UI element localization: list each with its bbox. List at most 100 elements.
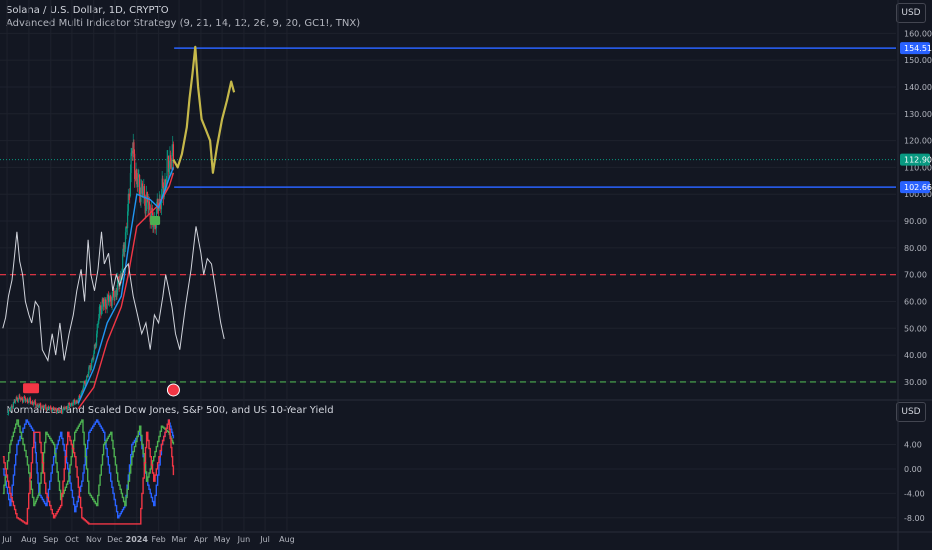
candle-body [131,150,133,153]
candle-body [76,400,78,403]
candle-body [38,406,40,408]
x-tick-label: May [214,535,231,544]
candle-body [57,409,59,413]
y-tick-label: 80.00 [904,244,927,253]
candle-body [100,309,103,315]
candle-body [29,398,31,400]
candle-body [21,397,23,399]
candle-body [158,209,160,211]
candle-body [23,396,25,401]
candle-body [106,297,108,309]
candle-body [155,226,157,229]
candle-body [63,407,65,410]
candle-body [137,176,139,188]
candle-body [71,403,73,406]
candle-body [143,186,146,199]
candle-body [117,276,120,279]
x-tick-label: Aug [21,535,37,544]
candle-body [24,398,26,402]
candle-body [15,397,17,401]
candle-body [140,186,142,202]
candle-body [102,299,104,303]
candle-body [48,407,50,410]
candle-body [114,292,116,301]
candle-body [160,196,163,210]
resistance-price-tag: 154.51 [904,44,932,53]
candle-body [159,198,161,201]
candle-body [95,345,97,347]
candle-body [22,400,24,403]
candle-body [101,299,103,310]
candle-body [134,178,136,180]
resistance-tag-bg [900,42,930,55]
candle-body [103,301,105,307]
candle-body [74,400,76,404]
candle-body [42,405,44,408]
x-tick-label: Dec [107,535,122,544]
candle-body [67,406,69,410]
candle-body [143,186,145,194]
candle-body [148,201,151,206]
candle-body [150,207,153,222]
candle-body [81,390,84,392]
currency-button-sub[interactable]: USD [896,402,926,422]
candle-body [76,402,79,404]
candle-body [164,180,166,188]
candle-body [64,409,66,410]
rsi-line [2,226,225,363]
sp500-line [2,419,175,507]
buy-signal-marker [150,216,161,226]
currency-button-main[interactable]: USD [896,3,926,23]
y-tick-label: 110.00 [904,163,932,172]
x-tick-label: Jun [237,535,251,544]
candle-body [58,409,60,412]
candle-body [132,142,134,154]
candle-body [88,365,91,368]
candle-body [33,400,36,403]
candle-body [70,403,72,405]
candle-body [46,407,48,411]
candle-body [17,398,19,402]
candle-body [171,152,173,168]
candle-body [14,400,16,403]
candle-body [19,398,22,400]
candle-body [72,404,74,406]
y-tick-label: 150.00 [904,56,932,65]
candle-body [36,404,38,406]
support-price-tag: 102.66 [904,183,932,192]
candle-body [130,152,132,174]
flag-icon[interactable] [166,383,180,397]
x-tick-label: Oct [65,535,79,544]
candle-body [161,178,163,197]
candle-body [105,308,108,310]
candle-body [120,274,122,279]
candle-body [122,244,124,255]
candle-body [47,407,49,408]
candle-body [116,290,118,297]
candle-body [43,405,46,409]
support-tag-bg [900,181,930,194]
candle-body [57,409,60,410]
candle-body [43,407,45,409]
x-tick-label: Mar [172,535,188,544]
candle-body [134,153,136,179]
candle-body [19,395,21,399]
sub-pane-legend: Normalized and Scaled Dow Jones, S&P 500… [6,405,334,416]
candle-body [38,403,41,407]
candle-body [40,408,43,409]
candle-body [80,392,82,398]
candle-body [136,178,139,188]
candle-body [93,353,95,360]
candle-body [138,174,140,177]
candle-body [60,410,62,413]
x-tick-label: Aug [279,535,295,544]
candle-body [69,404,72,407]
candle-body [88,367,90,375]
candle-body [24,396,26,399]
candle-body [13,400,15,403]
candle-body [7,410,10,415]
candle-body [10,405,12,408]
candle-body [133,142,135,154]
current-tag-bg [900,153,930,166]
